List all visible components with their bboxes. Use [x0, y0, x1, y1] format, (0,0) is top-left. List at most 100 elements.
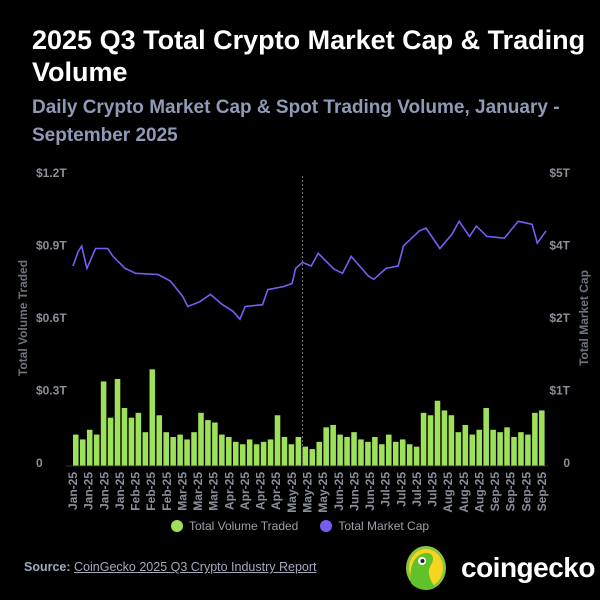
x-axis-tick: Sep-25: [488, 472, 502, 512]
y-axis-right-tick: $1T: [549, 384, 570, 398]
volume-bar: [511, 437, 517, 466]
volume-bar: [100, 381, 107, 466]
legend-item-volume[interactable]: Total Volume Traded: [170, 519, 298, 533]
volume-bar: [406, 444, 413, 466]
volume-bar: [114, 379, 121, 466]
volume-bar: [462, 424, 469, 466]
volume-bar: [504, 427, 510, 466]
volume-bar: [539, 410, 545, 466]
volume-bar: [455, 432, 462, 466]
x-axis-tick: Feb-25: [144, 472, 158, 511]
volume-bar: [288, 444, 295, 466]
volume-bar: [156, 415, 163, 466]
x-axis-tick: May-25: [285, 472, 299, 513]
volume-bar: [351, 432, 357, 466]
volume-bar: [274, 415, 281, 466]
x-axis-tick: Jun-25: [347, 472, 361, 511]
source-link[interactable]: CoinGecko 2025 Q3 Crypto Industry Report: [74, 560, 317, 574]
y-axis-right-title: Total Market Cap: [577, 270, 591, 366]
x-axis-tick: Jul-25: [410, 472, 424, 507]
x-axis-tick: Feb-25: [129, 472, 143, 511]
chart-subtitle: Daily Crypto Market Cap & Spot Trading V…: [32, 97, 560, 146]
volume-bar: [358, 439, 364, 466]
volume-bar: [232, 441, 239, 466]
x-axis-tick: Jan-25: [66, 472, 80, 510]
x-axis-tick: Mar-25: [175, 472, 189, 511]
volume-bar: [73, 434, 79, 466]
volume-bars: [73, 369, 545, 466]
x-axis-tick: Jun-25: [363, 472, 377, 511]
volume-bar: [399, 439, 406, 466]
volume-bar: [413, 446, 420, 466]
x-axis-tick: Mar-25: [207, 472, 221, 511]
volume-bar: [149, 369, 156, 466]
volume-bar: [128, 417, 135, 466]
volume-bar: [420, 412, 427, 466]
volume-bar: [344, 437, 350, 466]
y-axis-left-title: Total Volume Traded: [16, 260, 30, 376]
x-axis-tick: Aug-25: [457, 472, 471, 513]
x-axis-tick: Jun-25: [332, 472, 346, 511]
volume-bar: [198, 412, 204, 466]
volume-bar: [532, 412, 538, 466]
volume-bar: [107, 417, 114, 466]
volume-bar: [177, 434, 183, 466]
volume-bar: [205, 420, 211, 466]
volume-bar: [226, 437, 232, 466]
y-axis-right-tick: $4T: [549, 239, 570, 253]
volume-bar: [246, 439, 253, 466]
y-axis-left-tick: $0.3T: [36, 384, 67, 398]
volume-bar: [476, 429, 482, 466]
volume-bar: [163, 432, 169, 466]
x-axis-tick: Feb-25: [160, 472, 174, 511]
volume-bar: [184, 439, 190, 466]
legend-swatch-market-cap: [320, 520, 333, 532]
source-note: Source: CoinGecko 2025 Q3 Crypto Industr…: [24, 560, 317, 574]
volume-bar: [253, 444, 260, 466]
x-axis-tick: Sep-25: [519, 472, 533, 512]
y-axis-left-tick: $0.6T: [36, 311, 67, 325]
volume-bar: [365, 441, 371, 466]
volume-bar: [337, 434, 343, 466]
volume-bar: [267, 439, 274, 466]
volume-bar: [93, 434, 100, 466]
volume-bar: [427, 415, 434, 466]
volume-bar: [239, 444, 246, 466]
x-axis-tick: Sep-25: [504, 472, 518, 512]
legend-item-market-cap[interactable]: Total Market Cap: [320, 519, 429, 533]
x-axis-tick: Apr-25: [269, 472, 283, 510]
brand-name: coingecko: [461, 552, 595, 583]
volume-bar: [490, 429, 496, 466]
volume-bar: [281, 437, 288, 466]
x-axis-tick: Aug-25: [441, 472, 455, 513]
volume-bar: [330, 424, 336, 466]
volume-bar: [518, 432, 524, 466]
x-axis-tick: Jan-25: [113, 472, 127, 510]
legend-swatch-volume: [170, 520, 183, 532]
volume-bar: [79, 439, 86, 466]
x-axis-tick: Jan-25: [97, 472, 111, 510]
volume-bar: [379, 444, 385, 466]
source-label: Source:: [24, 560, 71, 574]
y-axis-left-tick: $1.2T: [36, 166, 67, 180]
y-axis-right-tick: $5T: [549, 166, 570, 180]
volume-bar: [121, 408, 128, 466]
volume-bar: [386, 434, 392, 466]
x-axis-tick: Sep-25: [535, 472, 549, 512]
x-axis-tick: Jul-25: [379, 472, 393, 507]
volume-bar: [135, 412, 142, 466]
market-cap-line: [72, 219, 547, 321]
coingecko-brand: coingecko: [405, 545, 595, 591]
volume-bar: [142, 432, 149, 466]
volume-bar: [302, 446, 309, 466]
volume-bar: [212, 422, 218, 466]
volume-bar: [469, 434, 476, 466]
volume-bar: [441, 410, 448, 466]
volume-bar: [219, 434, 225, 466]
x-axis-tick: Jul-25: [394, 472, 408, 507]
volume-bar: [483, 408, 489, 466]
legend-label: Total Market Cap: [338, 519, 430, 533]
chart-title: 2025 Q3 Total Crypto Market Cap & Tradin…: [32, 25, 586, 87]
coingecko-logo-icon: [406, 546, 446, 590]
